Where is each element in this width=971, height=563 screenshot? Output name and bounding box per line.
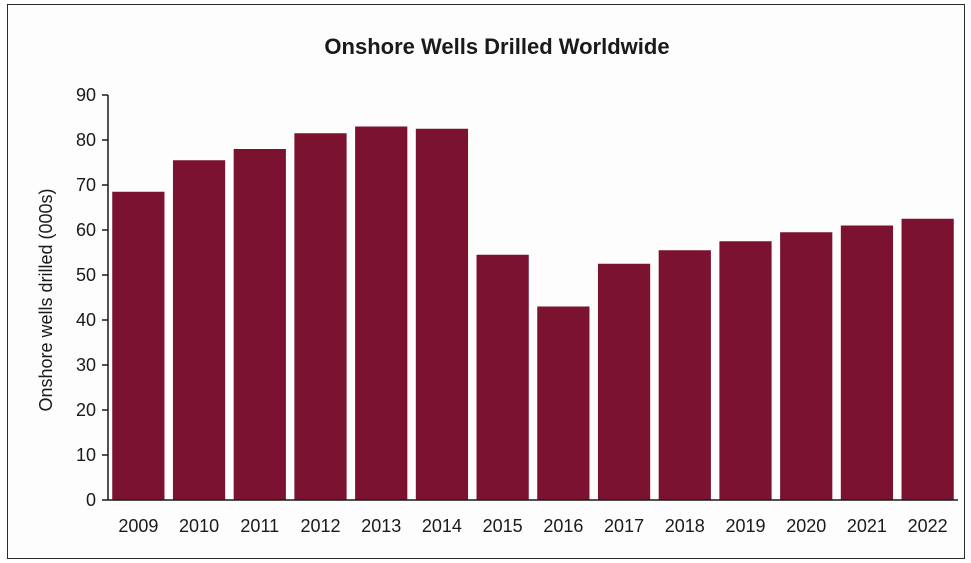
bar-2012 [294,133,347,500]
x-tick-label: 2017 [604,516,644,536]
y-tick-label: 30 [76,355,96,375]
y-tick-label: 90 [76,85,96,105]
y-tick-label: 10 [76,445,96,465]
bar-2015 [476,254,529,500]
x-tick-label: 2022 [908,516,948,536]
x-tick-label: 2011 [240,516,279,536]
y-axis: 0 10 20 30 40 50 60 70 80 90 [76,85,109,510]
y-tick-label: 60 [76,220,96,240]
bar-2019 [719,241,772,500]
x-tick-label: 2013 [361,516,401,536]
bars [112,126,954,500]
x-tick-label: 2020 [786,516,826,536]
bar-2013 [355,126,408,500]
y-tick-label: 20 [76,400,96,420]
bar-2018 [658,250,711,500]
bar-2009 [112,191,165,500]
x-tick-label: 2014 [422,516,462,536]
y-tick-label: 40 [76,310,96,330]
x-tick-label: 2010 [179,516,219,536]
chart-title: Onshore Wells Drilled Worldwide [324,34,669,59]
y-axis-title: Onshore wells drilled (000s) [36,188,56,411]
bar-2010 [172,160,226,500]
y-tick-label: 50 [76,265,96,285]
x-tick-label: 2021 [847,516,887,536]
bar-2020 [780,232,833,500]
bar-2022 [901,218,954,500]
y-tick-label: 70 [76,175,96,195]
bar-2021 [840,225,894,500]
bar-2017 [597,263,651,500]
x-axis: 2009 2010 2011 2012 2013 2014 2015 2016 2017 2018… [108,499,958,536]
x-tick-label: 2015 [483,516,523,536]
y-tick-label: 0 [86,490,96,510]
x-tick-label: 2019 [725,516,765,536]
x-tick-label: 2018 [665,516,705,536]
y-tick-label: 80 [76,130,96,150]
x-tick-label: 2016 [543,516,583,536]
x-tick-label: 2009 [118,516,158,536]
bar-2016 [537,306,590,500]
x-tick-label: 2012 [300,516,340,536]
bar-2011 [233,149,286,500]
bar-2014 [415,128,469,500]
